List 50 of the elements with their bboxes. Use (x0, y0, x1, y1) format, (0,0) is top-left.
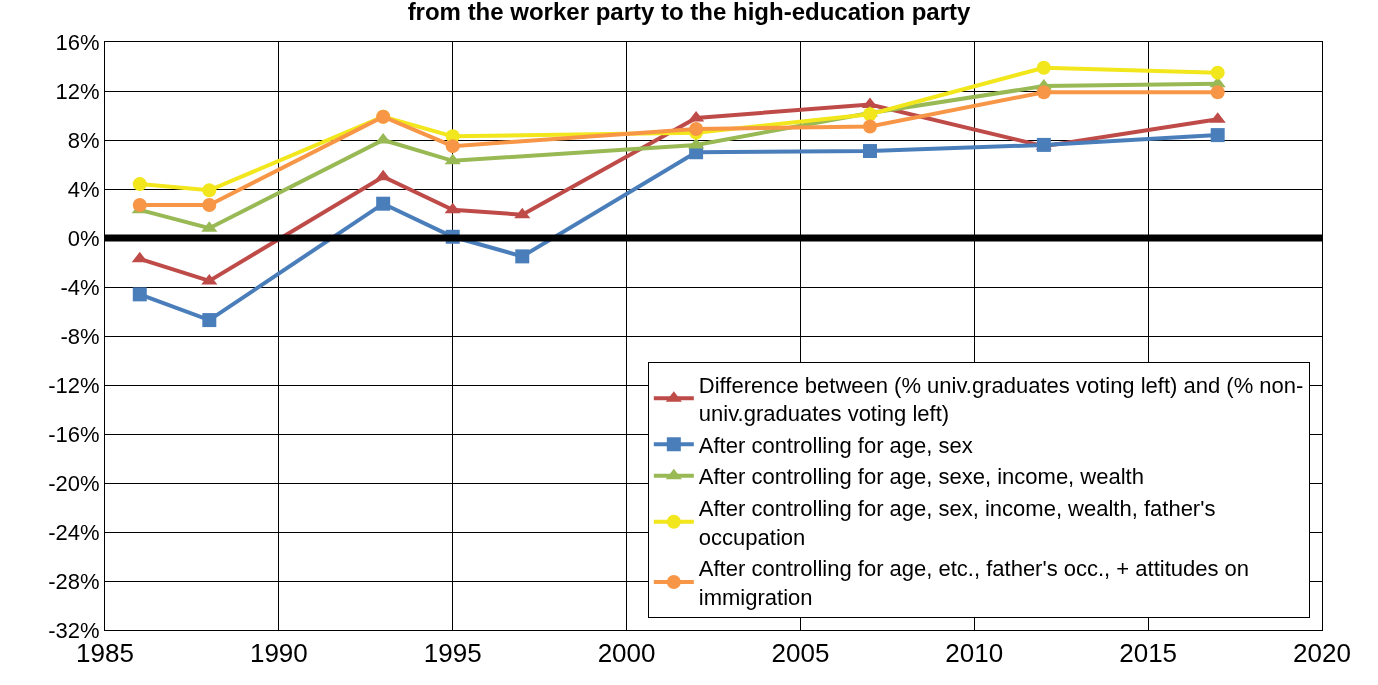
point (1210, 65, 1225, 80)
x-tick-label: 2015 (1119, 638, 1178, 669)
point (862, 107, 877, 122)
point (202, 197, 217, 212)
x-tick-label: 2005 (771, 638, 830, 669)
point (132, 177, 147, 192)
y-tick-label: 16% (55, 29, 100, 55)
point (131, 251, 148, 263)
point (1210, 85, 1225, 100)
y-tick-label: 12% (55, 78, 100, 104)
legend-label: After controlling for age, sex, income, wealth, father's occupation (698, 496, 1216, 550)
point (202, 313, 217, 328)
point (132, 197, 147, 212)
y-tick-label: -28% (48, 568, 100, 594)
legend-label: After controlling for age, sex (698, 432, 973, 458)
y-tick-label: -24% (48, 519, 100, 545)
x-tick-label: 2000 (597, 638, 656, 669)
x-tick-label: 2010 (945, 638, 1004, 669)
point (444, 153, 461, 165)
legend-label: After controlling for age, sexe, income, wealth (698, 464, 1144, 490)
point (689, 121, 704, 136)
point (862, 119, 877, 134)
point (444, 202, 461, 214)
point (688, 110, 705, 122)
point (445, 139, 460, 154)
point (202, 183, 217, 198)
y-tick-label: 0% (67, 225, 100, 251)
point (132, 287, 147, 302)
y-tick-label: 4% (67, 176, 100, 202)
point (375, 169, 392, 181)
point (1036, 85, 1051, 100)
point (514, 207, 531, 219)
y-tick-label: -12% (48, 372, 100, 398)
point (376, 196, 391, 211)
x-tick-label: 1990 (249, 638, 308, 669)
legend-label: Difference between (% univ.graduates voting left) and (% non-univ.graduates voting left) (698, 372, 1304, 427)
point (862, 144, 877, 159)
y-tick-label: -8% (60, 323, 100, 349)
y-tick-label: -20% (48, 470, 100, 496)
x-tick-label: 1995 (423, 638, 482, 669)
legend-label: After controlling for age, etc., father's occ., + attitudes on immigration (698, 556, 1250, 610)
y-tick-label: -4% (60, 274, 100, 300)
point (1210, 128, 1225, 143)
x-tick-label: 2020 (1293, 638, 1351, 669)
point (1036, 60, 1051, 75)
point (515, 249, 530, 264)
chart-title: from the worker party to the high-education party (407, 0, 972, 26)
point (201, 273, 218, 285)
y-tick-label: -16% (48, 421, 100, 447)
y-tick-label: 8% (67, 127, 100, 153)
